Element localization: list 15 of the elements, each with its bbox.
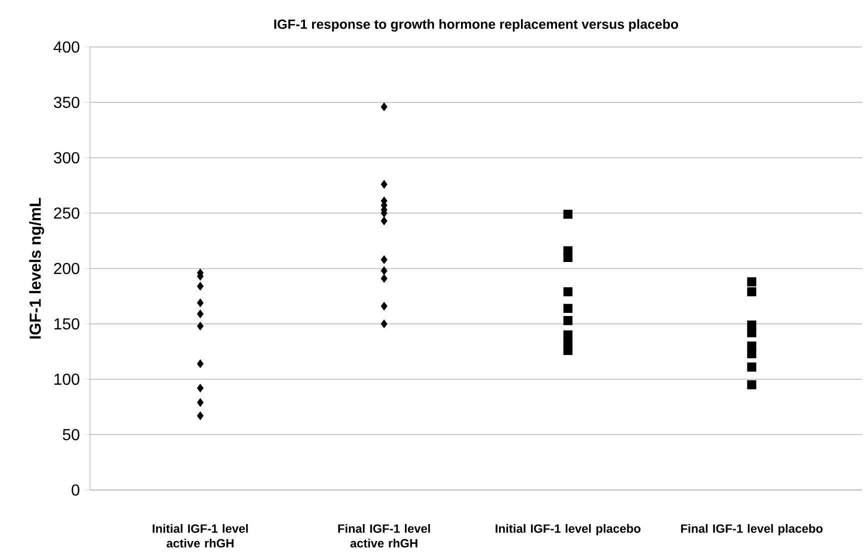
y-tick-label: 200: [54, 262, 80, 274]
y-tick-label: 50: [62, 428, 80, 440]
y-tick-label: 0: [72, 484, 80, 496]
y-axis-title: IGF-1 levels ng/mL: [29, 198, 44, 339]
chart-title: IGF-1 response to growth hormone replacement versus placebo: [274, 19, 678, 32]
y-tick-label: 400: [54, 41, 80, 53]
y-tick-label: 350: [54, 96, 80, 108]
y-tick-label: 100: [54, 374, 80, 385]
y-tick-label: 300: [54, 152, 80, 164]
x-tick-label: Initial IGF-1 level placebo: [496, 524, 640, 536]
y-tick-label: 150: [54, 318, 80, 330]
x-tick-label: Initial IGF-1 level active rhGH: [152, 524, 248, 548]
x-tick-label: Final IGF-1 level active rhGH: [338, 524, 430, 548]
y-tick-label: 250: [54, 207, 80, 219]
x-tick-label: Final IGF-1 level placebo: [681, 524, 823, 536]
